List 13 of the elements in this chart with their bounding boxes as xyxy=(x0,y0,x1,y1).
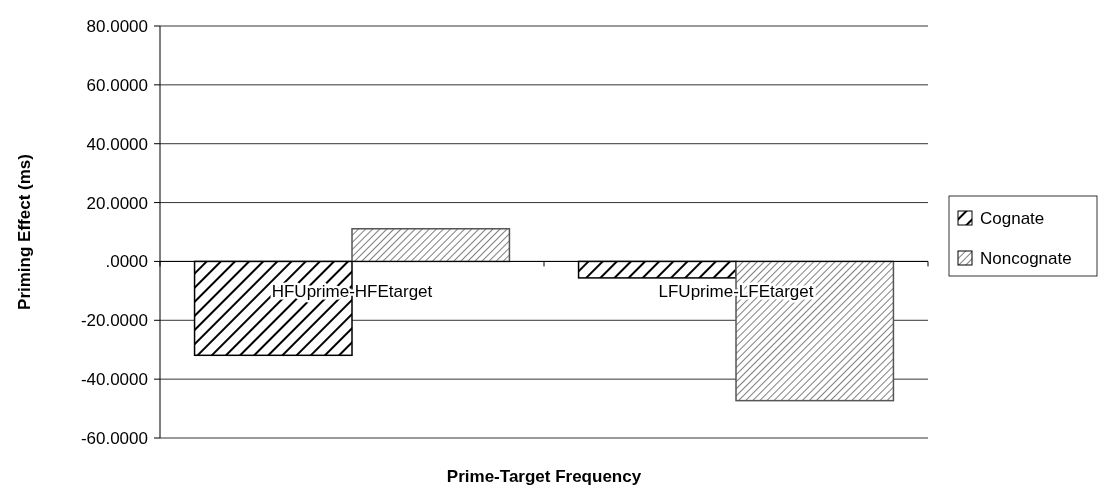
y-tick-label: 40.0000 xyxy=(86,134,148,154)
x-axis-title: Prime-Target Frequency xyxy=(446,467,642,486)
y-tick-label: 80.0000 xyxy=(86,16,148,36)
x-tick-label: LFUprime-LFEtarget xyxy=(658,282,814,302)
legend-label: Cognate xyxy=(980,208,1045,228)
y-tick-label: 60.0000 xyxy=(86,75,148,95)
legend-label: Noncognate xyxy=(980,248,1072,268)
y-tick-label: -20.0000 xyxy=(80,311,148,331)
y-tick-label: .0000 xyxy=(105,252,148,272)
y-tick-label: 20.0000 xyxy=(86,193,148,213)
y-tick-label: -60.0000 xyxy=(80,428,148,448)
y-axis-title: Priming Effect (ms) xyxy=(15,154,34,310)
y-tick-label: -40.0000 xyxy=(80,370,148,390)
